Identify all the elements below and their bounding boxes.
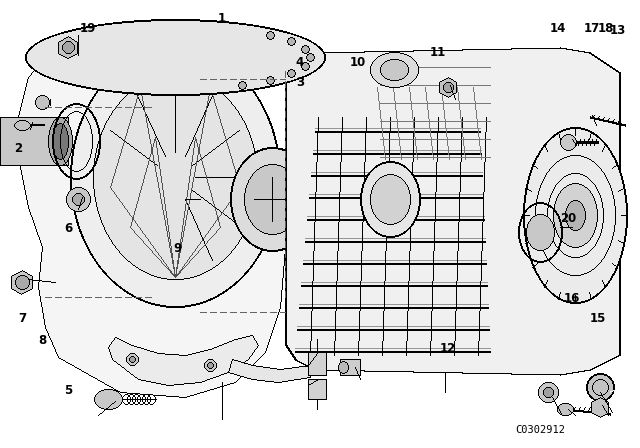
Text: 5: 5 [64,383,72,396]
Text: 15: 15 [590,311,606,324]
Text: 6: 6 [64,221,72,234]
Text: 2: 2 [14,142,22,155]
Text: 1: 1 [218,12,226,25]
Text: 20: 20 [560,211,576,224]
Text: 12: 12 [440,341,456,354]
Text: C0302912: C0302912 [515,425,565,435]
Text: 11: 11 [430,46,446,59]
Text: 3: 3 [296,76,304,89]
Text: 17: 17 [584,22,600,34]
Text: 7: 7 [18,311,26,324]
Text: 16: 16 [564,292,580,305]
Text: 10: 10 [350,56,366,69]
Text: 13: 13 [610,23,626,36]
Text: 9: 9 [174,241,182,254]
Text: 18: 18 [598,22,614,34]
Text: 4: 4 [296,56,304,69]
Text: 14: 14 [550,22,566,34]
Text: 19: 19 [80,22,96,34]
Text: 8: 8 [38,333,46,346]
